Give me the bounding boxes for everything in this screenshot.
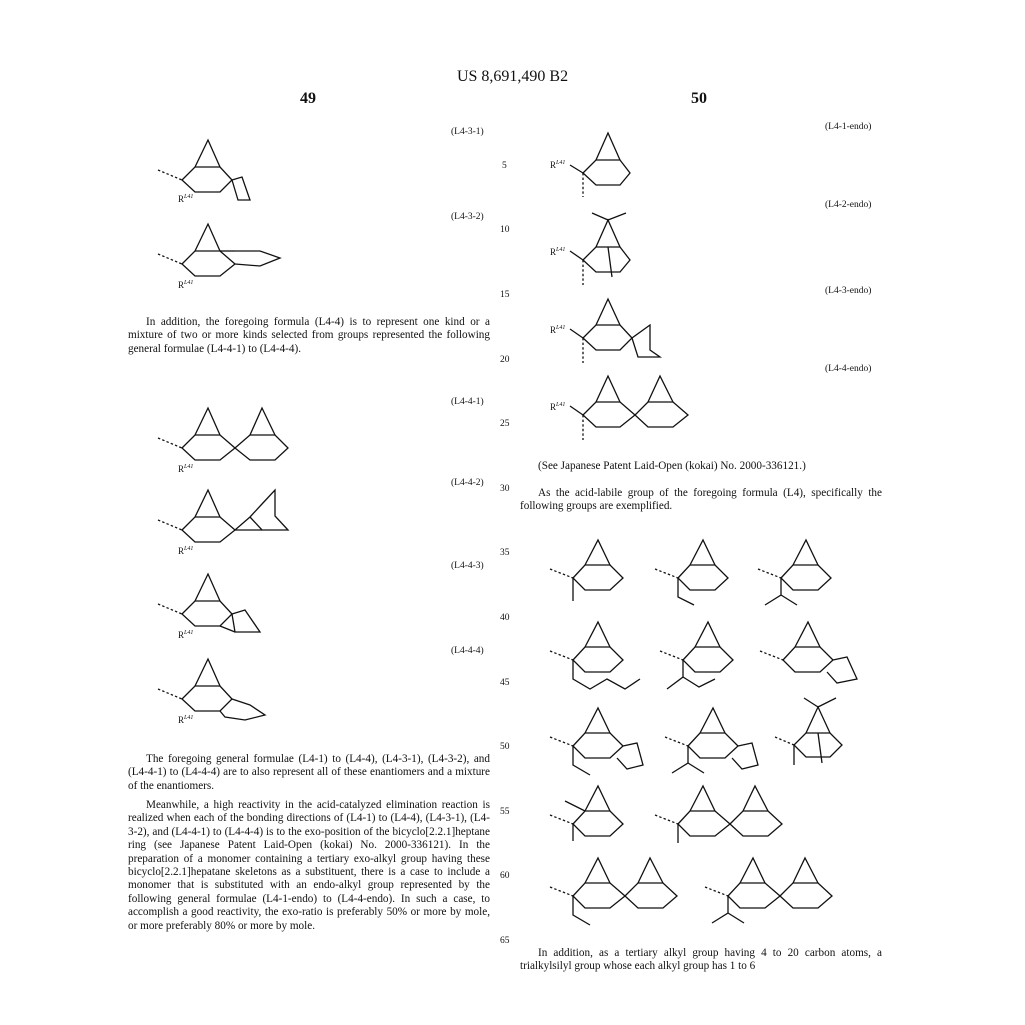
- structure-l4-4-2: RL41: [157, 488, 290, 556]
- line-number: 20: [500, 355, 510, 365]
- example-structure: [549, 784, 624, 841]
- structure-l4-4-4: RL41: [157, 657, 267, 725]
- example-structure: [659, 620, 734, 690]
- line-number: 30: [500, 484, 510, 494]
- formula-label: (L4-3-2): [451, 212, 484, 222]
- formula-label: (L4-4-4): [451, 646, 484, 656]
- formula-label: (L4-4-1): [451, 397, 484, 407]
- line-number: 65: [500, 936, 510, 946]
- paragraph: The foregoing general formulae (L4-1) to…: [128, 753, 490, 792]
- structure-l4-1-endo: RL41: [550, 131, 631, 197]
- line-number: 60: [500, 871, 510, 881]
- example-structure: [654, 784, 783, 843]
- line-number: 55: [500, 807, 510, 817]
- formula-label: (L4-4-3): [451, 561, 484, 571]
- structure-l4-3-2: RL41: [157, 222, 282, 290]
- example-structure: [704, 856, 833, 924]
- example-structure: [759, 620, 858, 684]
- structure-l4-3-1: RL41: [157, 138, 251, 204]
- substituent-label: RL41: [550, 159, 565, 170]
- line-number: 45: [500, 678, 510, 688]
- substituent-label: RL41: [550, 324, 565, 335]
- example-structure: [549, 856, 678, 926]
- example-structure: [654, 538, 729, 606]
- line-number: 25: [500, 419, 510, 429]
- line-number: 10: [500, 225, 510, 235]
- line-number: 40: [500, 613, 510, 623]
- formula-label: (L4-2-endo): [825, 200, 872, 210]
- structure-l4-2-endo: RL41: [550, 212, 631, 285]
- line-number: 50: [500, 742, 510, 752]
- example-structures: [549, 538, 858, 926]
- example-structure: [549, 620, 641, 690]
- line-number: 15: [500, 290, 510, 300]
- paragraph: As the acid-labile group of the foregoin…: [520, 487, 882, 513]
- formula-label: (L4-1-endo): [825, 122, 872, 132]
- example-structure: [549, 538, 624, 601]
- page-number-left: 49: [300, 90, 316, 107]
- structure-l4-4-endo: RL41: [550, 374, 690, 440]
- substituent-label: RL41: [178, 629, 193, 640]
- example-structure: [664, 706, 759, 774]
- paragraph: (See Japanese Patent Laid-Open (kokai) N…: [538, 460, 806, 472]
- substituent-label: RL41: [178, 193, 193, 204]
- example-structure: [549, 706, 644, 776]
- structure-l4-4-1: RL41: [157, 406, 289, 474]
- patent-number: US 8,691,490 B2: [456, 68, 569, 85]
- example-structure: [774, 697, 843, 765]
- paragraph: In addition, the foregoing formula (L4-4…: [128, 316, 490, 355]
- paragraph: In addition, as a tertiary alkyl group h…: [520, 947, 882, 973]
- substituent-label: RL41: [178, 545, 193, 556]
- substituent-label: RL41: [178, 463, 193, 474]
- formula-label: (L4-4-endo): [825, 364, 872, 374]
- formula-label: (L4-3-1): [451, 127, 484, 137]
- line-number: 5: [502, 161, 507, 171]
- substituent-label: RL41: [550, 401, 565, 412]
- substituent-label: RL41: [550, 246, 565, 257]
- substituent-label: RL41: [178, 279, 193, 290]
- formula-label: (L4-4-2): [451, 478, 484, 488]
- substituent-label: RL41: [178, 714, 193, 725]
- line-number: 35: [500, 548, 510, 558]
- paragraph: Meanwhile, a high reactivity in the acid…: [128, 799, 490, 932]
- example-structure: [757, 538, 832, 606]
- structure-l4-4-3: RL41: [157, 572, 262, 640]
- page-number-right: 50: [691, 90, 707, 107]
- structure-l4-3-endo: RL41: [550, 297, 663, 363]
- formula-label: (L4-3-endo): [825, 286, 872, 296]
